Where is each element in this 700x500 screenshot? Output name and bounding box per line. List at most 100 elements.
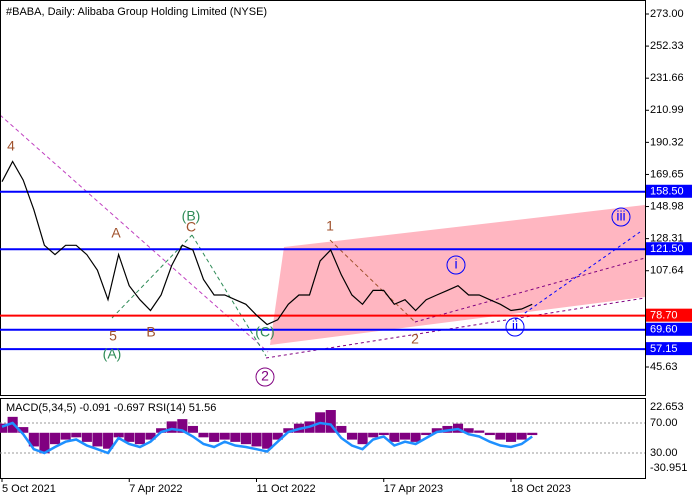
trend-line <box>191 234 267 357</box>
macd-bar <box>527 432 538 436</box>
price-line <box>1 160 533 326</box>
level-label-box <box>646 308 692 322</box>
trend-line <box>111 234 193 319</box>
level-label-box <box>646 242 692 256</box>
macd-bar <box>399 432 411 440</box>
wave-circle <box>505 317 525 337</box>
y-tick-label: 128.31 <box>650 233 684 245</box>
y-tick-label: 22.653 <box>650 401 684 413</box>
trend-line <box>514 231 641 321</box>
level-label-box <box>646 342 692 356</box>
macd-bar <box>18 427 29 433</box>
macd-bar <box>283 428 294 433</box>
y-tick-label: 252.33 <box>650 40 684 52</box>
macd-bar <box>60 432 71 440</box>
y2-tick-label: 70.00 <box>650 417 678 429</box>
macd-bar <box>262 432 273 449</box>
level-label-box <box>646 322 692 336</box>
y-tick-label: 148.98 <box>650 200 684 212</box>
level-label: 158.50 <box>650 186 684 198</box>
y-tick-label: 107.64 <box>650 265 684 277</box>
trend-line <box>265 297 646 359</box>
trend-line <box>414 257 646 323</box>
macd-bar <box>145 432 156 440</box>
macd-bar <box>81 432 92 442</box>
macd-bar <box>484 432 495 436</box>
wave-label: (B) <box>182 208 201 224</box>
wave-label: 2 <box>411 331 419 347</box>
macd-bar <box>50 432 61 445</box>
wave-label: C <box>186 219 196 235</box>
wave-label: 4 <box>7 138 15 154</box>
wave-circle <box>611 207 631 227</box>
macd-bar <box>389 432 400 442</box>
price-panel <box>0 0 646 396</box>
macd-bar <box>368 432 379 438</box>
macd-bar <box>134 432 145 445</box>
macd-bar <box>209 432 220 442</box>
wave-label: A <box>111 225 121 241</box>
macd-bar <box>177 419 188 433</box>
macd-bar <box>187 425 198 433</box>
macd-bar <box>219 432 230 440</box>
macd-bar <box>516 432 527 440</box>
level-label: 69.60 <box>650 324 678 336</box>
x-tick-label: 5 Oct 2021 <box>2 483 56 495</box>
wave-label: B <box>146 324 155 340</box>
macd-bar <box>346 432 358 440</box>
y2-tick-label: 30.00 <box>650 447 678 459</box>
macd-bar <box>495 432 506 440</box>
macd-bar <box>198 432 209 438</box>
trend-line <box>329 239 416 323</box>
x-tick-label: 18 Oct 2023 <box>511 483 571 495</box>
macd-bar <box>474 430 485 433</box>
indicator-title: MACD(5,34,5) -0.091 -0.697 RSI(14) 51.56 <box>6 402 216 414</box>
channel <box>270 205 645 345</box>
y-tick-label: 273.00 <box>650 8 684 20</box>
macd-bar <box>505 432 517 442</box>
macd-bar <box>431 428 442 433</box>
wave-label: (A) <box>103 346 122 362</box>
wave-label: 1 <box>326 218 334 234</box>
rsi-line <box>1 421 533 455</box>
macd-bar <box>92 432 103 447</box>
macd-bar <box>272 432 283 440</box>
macd-bar <box>325 410 336 433</box>
macd-bar <box>357 432 368 445</box>
y-tick-label: 45.63 <box>650 361 678 373</box>
macd-bar <box>230 432 241 442</box>
macd-bar <box>124 432 135 442</box>
macd-bar <box>421 432 432 436</box>
macd-bar <box>0 423 8 433</box>
macd-bar <box>378 432 389 436</box>
trend-line <box>0 114 269 353</box>
wave-label: iii <box>616 208 625 224</box>
macd-bar <box>71 432 82 438</box>
wave-label: (C) <box>255 324 274 340</box>
wave-label: ii <box>512 318 518 334</box>
level-label: 78.70 <box>650 310 678 322</box>
wave-label: 2 <box>261 368 269 384</box>
y-tick-label: 169.65 <box>650 168 684 180</box>
macd-bar <box>39 432 50 454</box>
macd-bar <box>336 425 347 433</box>
wave-circle <box>255 367 275 387</box>
y-tick-label: 190.32 <box>650 136 684 148</box>
macd-bar <box>113 432 124 438</box>
x-tick-label: 11 Oct 2022 <box>256 483 315 495</box>
y-tick-label: -30.951 <box>650 462 687 474</box>
wave-circle <box>446 255 466 275</box>
wave-label: 5 <box>109 328 117 344</box>
macd-bar <box>166 421 177 433</box>
macd-bar <box>156 428 167 433</box>
macd-bar <box>463 428 474 433</box>
wave-label: i <box>454 256 457 272</box>
macd-bar <box>410 432 421 442</box>
macd-bar <box>103 432 114 449</box>
level-label-box <box>646 184 692 198</box>
x-tick-label: 17 Apr 2023 <box>384 483 443 495</box>
macd-bar <box>251 432 262 447</box>
level-label: 57.15 <box>650 343 678 355</box>
macd-bar <box>240 432 251 445</box>
